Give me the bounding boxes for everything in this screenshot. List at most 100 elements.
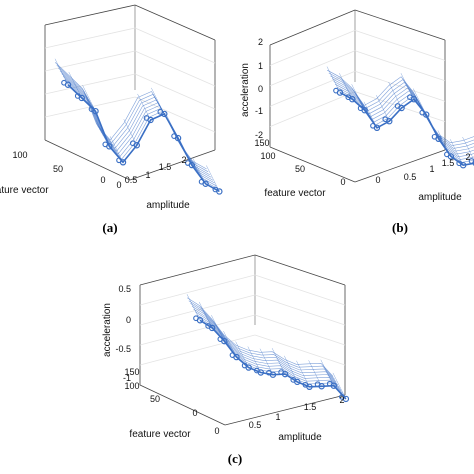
grid-line xyxy=(254,294,346,326)
x-tick-label: 1 xyxy=(429,164,434,174)
series-rung xyxy=(68,71,82,99)
series-rung xyxy=(82,85,96,112)
ticks: 0 0.5 1 1.5 2 0 50 100 150-2 -1 0 1 2 xyxy=(254,37,470,187)
grid-line xyxy=(44,50,136,72)
panel-label: (b) xyxy=(392,220,408,235)
panel-b: 0 0.5 1 1.5 2 0 50 100 150-2 -1 0 1 2 amplitude featur… xyxy=(240,9,474,235)
grid-line xyxy=(269,70,356,107)
series-rung xyxy=(284,355,298,382)
series-ribbon-line xyxy=(330,75,474,149)
grid-line xyxy=(44,27,136,49)
data-point xyxy=(419,109,426,116)
data-point xyxy=(302,381,309,388)
grid-line xyxy=(134,50,216,87)
series-rung xyxy=(186,294,201,321)
axis-edge xyxy=(139,384,226,426)
y-tick-label: 50 xyxy=(150,394,160,404)
data-point xyxy=(143,115,150,121)
grid-line xyxy=(354,70,446,102)
panel-a: 0 0.5 1 1.5 2 0 50 100 amplitude feature vector (a… xyxy=(0,4,223,235)
y-axis-label: feature vector xyxy=(264,188,326,199)
data-point xyxy=(212,186,219,193)
series-ribbon-line xyxy=(331,78,474,152)
z-axis-label: acceleration xyxy=(102,303,113,357)
z-tick-label: 0.5 xyxy=(118,284,131,294)
axis-edge xyxy=(269,146,356,183)
z-tick-label: -1 xyxy=(123,373,131,383)
ticks: 0 0.5 1 1.5 2 0 50 100 xyxy=(12,150,186,190)
data-point xyxy=(407,94,413,101)
series-rung xyxy=(123,119,138,146)
y-tick-label: 0 xyxy=(192,408,197,418)
grid-line xyxy=(139,334,256,366)
data-point xyxy=(198,178,205,185)
y-axis-label: feature vector xyxy=(129,429,191,440)
series-ribbon-line xyxy=(333,81,474,155)
data-point xyxy=(431,133,438,140)
series-ribbon-line xyxy=(328,72,474,146)
data-point xyxy=(278,369,284,376)
data-point xyxy=(266,369,272,376)
x-tick-label: 2 xyxy=(339,395,344,405)
series-ribbon-line xyxy=(187,297,334,377)
series-rung xyxy=(400,73,415,100)
data-point xyxy=(88,106,95,112)
data-point xyxy=(394,103,401,109)
series xyxy=(326,66,474,169)
x-tick-label: 0 xyxy=(214,426,219,436)
axis-edge xyxy=(254,254,346,286)
data-point xyxy=(314,381,321,388)
grid-line xyxy=(134,73,216,110)
series-rung xyxy=(339,73,353,100)
z-tick-label: 0 xyxy=(258,84,263,94)
axis-edge xyxy=(354,149,446,183)
data-point xyxy=(193,315,199,322)
series-ribbon-line xyxy=(196,314,343,394)
y-tick-label: 100 xyxy=(124,381,139,391)
series-rung xyxy=(296,360,310,387)
series-rung xyxy=(54,58,69,85)
grid-line xyxy=(354,50,446,82)
series-ribbon-line xyxy=(190,303,337,383)
x-tick-label: 0 xyxy=(116,180,121,190)
data-point xyxy=(333,87,339,94)
x-tick-label: 1.5 xyxy=(304,402,317,412)
z-tick-label: -1 xyxy=(255,106,263,116)
axis-edge xyxy=(44,139,131,181)
series xyxy=(54,58,223,195)
series-rung xyxy=(198,301,213,329)
panel-c: 0 0.5 1 1.5 2 0 50 100 150-1 -0.5 0 0.5 amplitude fea… xyxy=(102,254,350,466)
z-tick-label: 2 xyxy=(258,37,263,47)
data-point xyxy=(253,367,260,374)
x-tick-label: 1.5 xyxy=(159,162,172,172)
grid-line xyxy=(354,30,446,61)
axes-box xyxy=(139,254,346,426)
y-tick-label: 100 xyxy=(12,150,27,160)
data-point xyxy=(444,151,450,158)
data-point xyxy=(116,157,122,164)
series-rung xyxy=(308,360,322,387)
series-rung xyxy=(388,81,402,109)
grid-line xyxy=(134,27,216,64)
data-point xyxy=(357,105,364,112)
x-axis-label: amplitude xyxy=(146,200,190,211)
z-tick-label: 0 xyxy=(126,315,131,325)
grid-line xyxy=(254,314,346,346)
y-axis-label: feature vector xyxy=(0,185,49,196)
data-point xyxy=(157,109,164,115)
grid-line xyxy=(139,274,256,306)
series-rung xyxy=(151,87,165,115)
series-ribbon-line xyxy=(191,306,339,386)
axis-edge xyxy=(139,254,256,286)
y-tick-label: 100 xyxy=(260,151,275,161)
data-point xyxy=(339,394,345,400)
data-point xyxy=(290,377,297,383)
data-point xyxy=(205,323,212,329)
grid-line xyxy=(44,73,136,95)
x-tick-label: 0.5 xyxy=(125,175,138,185)
z-tick-label: 1 xyxy=(258,61,263,71)
x-tick-label: 0.5 xyxy=(404,172,417,182)
data-point xyxy=(217,336,224,343)
series-ribbon-line xyxy=(188,300,335,380)
